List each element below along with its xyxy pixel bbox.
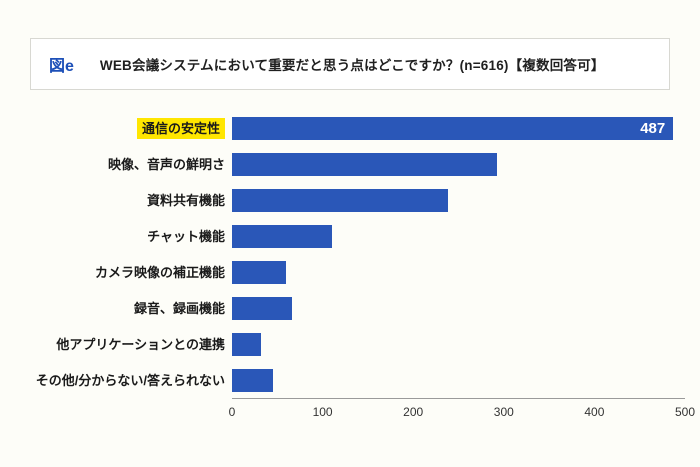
chart-row: その他/分からない/答えられない [30, 362, 685, 398]
category-label-cell: 他アプリケーションとの連携 [30, 334, 232, 354]
bar-track [232, 290, 685, 326]
chart-row: 通信の安定性 487 [30, 110, 685, 146]
category-label-cell: 録音、録画機能 [30, 298, 232, 318]
bar [232, 152, 498, 176]
bar [232, 332, 261, 356]
category-label: 通信の安定性 [136, 118, 225, 139]
x-tick-label: 500 [674, 405, 696, 419]
bar-value-label: 487 [640, 119, 666, 137]
chart-row: 資料共有機能 [30, 182, 685, 218]
bar: 487 [232, 116, 674, 140]
bar [232, 260, 287, 284]
bar [232, 224, 332, 248]
x-tick-label: 300 [493, 405, 514, 419]
category-label-cell: カメラ映像の補正機能 [30, 262, 232, 282]
category-label: カメラ映像の補正機能 [94, 265, 225, 280]
category-label: 他アプリケーションとの連携 [56, 337, 225, 352]
category-label: その他/分からない/答えられない [35, 373, 225, 388]
x-tick-label: 400 [584, 405, 605, 419]
category-label: 録音、録画機能 [133, 301, 225, 316]
x-tick-label: 100 [312, 405, 333, 419]
category-label: チャット機能 [147, 229, 225, 244]
category-label-cell: 通信の安定性 [30, 118, 232, 139]
bar-track [232, 254, 685, 290]
bar-track [232, 362, 685, 398]
category-label-cell: その他/分からない/答えられない [30, 370, 232, 390]
figure-label: 図e [49, 58, 74, 75]
bar [232, 368, 273, 392]
category-label-cell: チャット機能 [30, 226, 232, 246]
category-label: 映像、音声の鮮明さ [107, 157, 225, 172]
category-label-cell: 映像、音声の鮮明さ [30, 154, 232, 174]
category-label-cell: 資料共有機能 [30, 190, 232, 210]
chart-title: WEB会議システムにおいて重要だと思う点はどこですか？(n=616)【複数回答可… [99, 58, 605, 73]
bar [232, 188, 448, 212]
chart-row: 他アプリケーションとの連携 [30, 326, 685, 362]
bar-track [232, 326, 685, 362]
chart-header: 図e WEB会議システムにおいて重要だと思う点はどこですか？(n=616)【複数… [30, 38, 670, 90]
x-tick-label: 0 [228, 405, 236, 419]
chart-rows: 通信の安定性 487 映像、音声の鮮明さ資料共有機能 チャット機能カメラ映像の補正機能… [30, 110, 685, 398]
x-tick-label: 200 [403, 405, 424, 419]
chart-row: チャット機能 [30, 218, 685, 254]
bar-track [232, 218, 685, 254]
bar-track: 487 [232, 110, 685, 146]
x-axis: 0 100 200 300 400 500 [228, 398, 695, 422]
chart-row: 映像、音声の鮮明さ [30, 146, 685, 182]
bar [232, 296, 292, 320]
bar-track [232, 182, 685, 218]
chart-row: カメラ映像の補正機能 [30, 254, 685, 290]
bar-track [232, 146, 685, 182]
category-label: 資料共有機能 [146, 193, 225, 208]
bar-chart: 通信の安定性 487 映像、音声の鮮明さ資料共有機能 チャット機能カメラ映像の補正機能… [30, 110, 695, 422]
chart-row: 録音、録画機能 [30, 290, 685, 326]
